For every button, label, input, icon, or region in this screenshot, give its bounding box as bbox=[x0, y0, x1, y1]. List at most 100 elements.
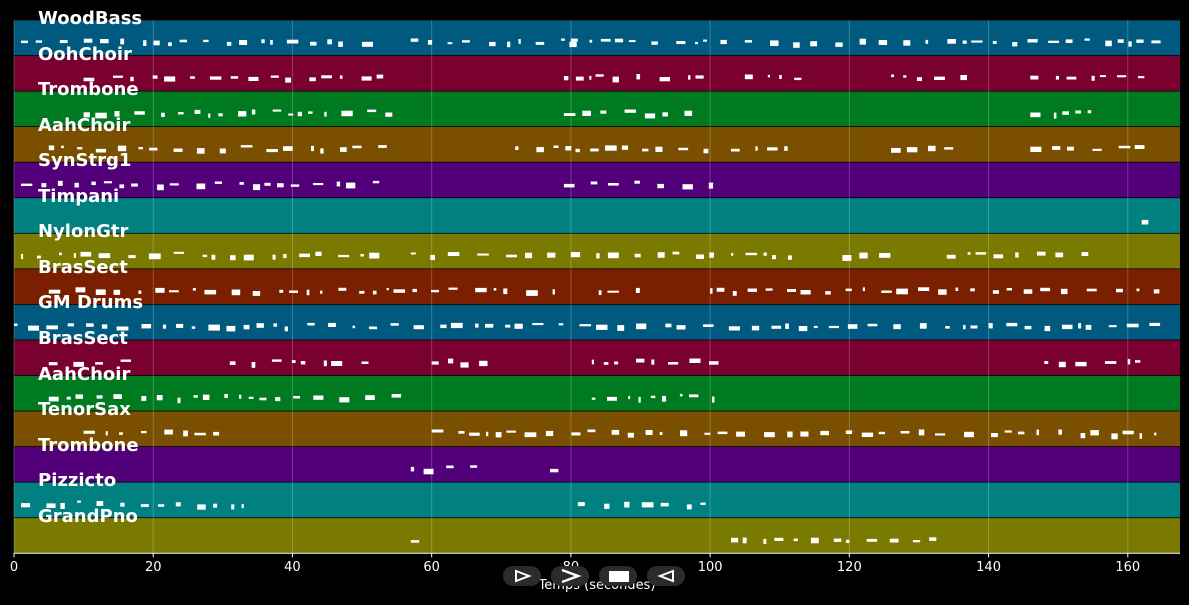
note-mark bbox=[717, 431, 728, 435]
note-mark bbox=[229, 361, 236, 365]
note-mark bbox=[785, 323, 789, 329]
note-mark bbox=[607, 396, 617, 401]
note-mark bbox=[636, 358, 645, 363]
note-mark bbox=[311, 145, 314, 152]
track-lane bbox=[14, 127, 1180, 162]
note-mark bbox=[1018, 431, 1025, 435]
note-mark bbox=[48, 362, 58, 366]
note-mark bbox=[306, 289, 310, 296]
note-mark bbox=[992, 290, 999, 294]
note-mark bbox=[91, 181, 96, 186]
note-mark bbox=[617, 325, 625, 331]
note-mark bbox=[183, 430, 188, 437]
note-mark bbox=[448, 287, 458, 290]
note-mark bbox=[535, 41, 545, 45]
note-mark bbox=[1116, 288, 1123, 293]
note-mark bbox=[35, 40, 43, 43]
note-mark bbox=[320, 148, 324, 154]
note-mark bbox=[1141, 219, 1149, 225]
note-mark bbox=[703, 39, 707, 42]
note-mark bbox=[475, 287, 487, 293]
note-mark bbox=[149, 147, 158, 151]
note-mark bbox=[475, 323, 479, 328]
note-mark bbox=[83, 430, 95, 434]
note-mark bbox=[638, 396, 641, 403]
next-button[interactable] bbox=[551, 566, 589, 586]
note-mark bbox=[678, 147, 689, 151]
track-lane bbox=[14, 482, 1180, 518]
note-mark bbox=[589, 39, 593, 43]
note-mark bbox=[686, 504, 692, 510]
note-mark bbox=[679, 393, 683, 397]
note-mark bbox=[641, 502, 654, 508]
track-lane bbox=[14, 20, 1180, 56]
note-mark bbox=[412, 288, 417, 293]
note-mark bbox=[431, 429, 444, 433]
note-mark bbox=[431, 289, 439, 293]
note-mark bbox=[532, 323, 544, 326]
note-mark bbox=[341, 110, 353, 117]
stop-button[interactable] bbox=[599, 566, 637, 586]
note-mark bbox=[600, 110, 607, 114]
note-mark bbox=[80, 251, 92, 257]
track-label: NylonGtr bbox=[38, 221, 129, 243]
note-mark bbox=[462, 40, 470, 43]
note-mark bbox=[1080, 433, 1086, 439]
note-mark bbox=[1023, 289, 1033, 294]
x-tick-label: 60 bbox=[423, 560, 440, 575]
track-label: SynStrg1 bbox=[38, 150, 132, 172]
note-mark bbox=[835, 42, 843, 47]
note-mark bbox=[101, 324, 108, 329]
note-mark bbox=[569, 41, 577, 48]
note-mark bbox=[240, 145, 253, 148]
note-mark bbox=[634, 180, 640, 184]
note-mark bbox=[495, 432, 502, 438]
note-mark bbox=[935, 433, 946, 436]
note-mark bbox=[309, 77, 316, 82]
note-mark bbox=[331, 361, 343, 366]
note-mark bbox=[577, 502, 585, 507]
note-mark bbox=[114, 111, 120, 117]
play-backward-button[interactable] bbox=[647, 566, 685, 586]
note-mark bbox=[327, 39, 332, 45]
note-mark bbox=[767, 74, 770, 78]
note-mark bbox=[563, 76, 569, 81]
note-mark bbox=[603, 362, 609, 365]
note-mark bbox=[485, 323, 494, 328]
note-mark bbox=[1122, 430, 1134, 435]
note-mark bbox=[668, 362, 679, 365]
note-mark bbox=[113, 289, 121, 295]
note-mark bbox=[211, 254, 216, 260]
note-mark bbox=[955, 287, 959, 291]
note-mark bbox=[947, 39, 956, 44]
note-mark bbox=[1075, 110, 1081, 114]
note-mark bbox=[506, 254, 517, 258]
note-mark bbox=[709, 252, 714, 258]
note-mark bbox=[179, 39, 187, 43]
note-mark bbox=[251, 362, 256, 368]
note-mark bbox=[448, 358, 454, 364]
note-mark bbox=[191, 326, 196, 329]
note-mark bbox=[604, 503, 610, 509]
note-mark bbox=[372, 290, 377, 295]
note-mark bbox=[130, 76, 134, 82]
note-mark bbox=[386, 288, 389, 291]
note-mark bbox=[173, 251, 185, 254]
note-mark bbox=[728, 326, 740, 331]
note-mark bbox=[547, 252, 556, 258]
note-mark bbox=[95, 112, 107, 119]
note-mark bbox=[565, 146, 572, 151]
note-mark bbox=[336, 181, 341, 187]
note-mark bbox=[596, 324, 608, 330]
note-mark bbox=[204, 289, 217, 295]
note-mark bbox=[571, 432, 581, 436]
play-forward-button[interactable] bbox=[503, 566, 541, 586]
note-mark bbox=[338, 287, 347, 291]
note-mark bbox=[845, 430, 853, 434]
note-mark bbox=[447, 252, 460, 256]
note-mark bbox=[1061, 324, 1073, 330]
note-mark bbox=[156, 395, 163, 401]
note-mark bbox=[98, 253, 111, 259]
note-mark bbox=[1084, 38, 1090, 41]
note-mark bbox=[774, 537, 784, 541]
